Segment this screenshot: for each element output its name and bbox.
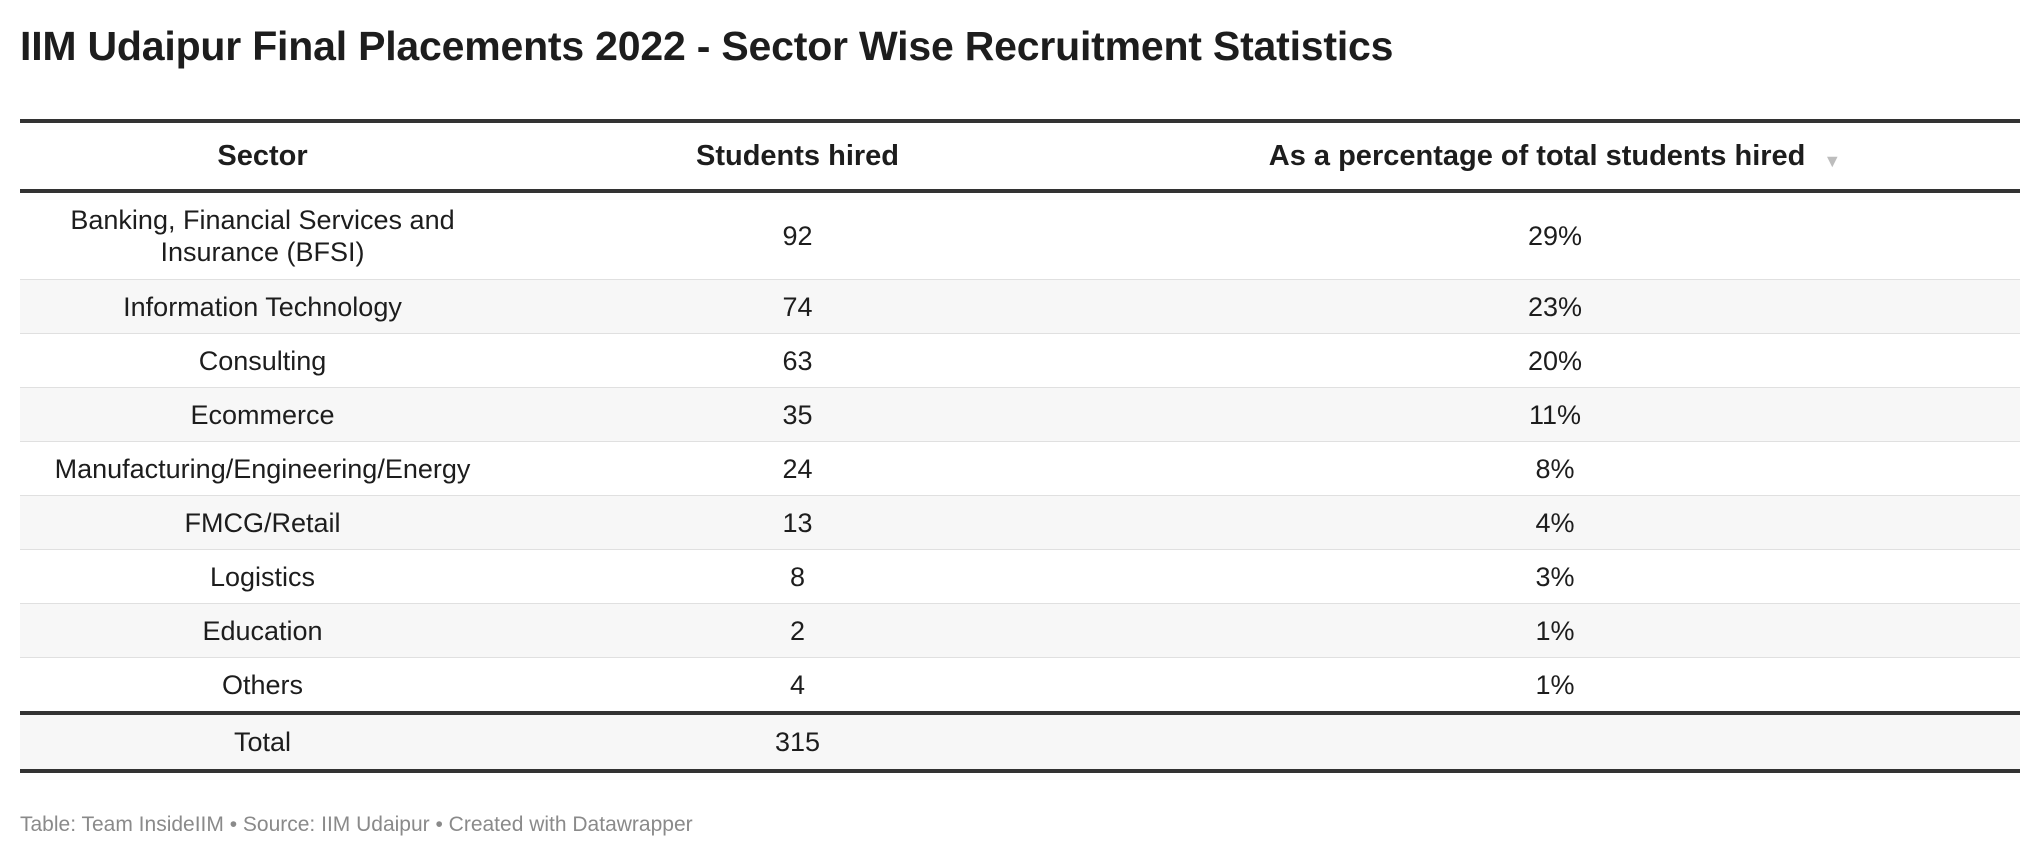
table-body: Banking, Financial Services and Insuranc… xyxy=(20,191,2020,713)
cell-students-hired: 24 xyxy=(505,441,1090,496)
cell-percentage: 1% xyxy=(1535,669,1575,700)
cell-sector: Others xyxy=(221,669,304,700)
triangle-down-icon[interactable]: ▼ xyxy=(1823,150,1842,171)
cell-percentage: 20% xyxy=(1090,333,2020,388)
total-row: Total 315 xyxy=(20,713,2020,771)
cell-students-hired: 2 xyxy=(505,603,1090,658)
column-header-percentage[interactable]: As a percentage of total students hired ▼ xyxy=(1268,139,1842,172)
source-footer: Table: Team InsideIIM • Source: IIM Udai… xyxy=(20,813,693,836)
cell-sector: Consulting xyxy=(20,333,505,388)
table-row: Education 2 1% xyxy=(20,603,2020,658)
cell-students-hired: 63 xyxy=(505,333,1090,388)
cell-students-hired: 4 xyxy=(789,669,806,700)
table-row: Information Technology 74 23% xyxy=(20,279,2020,334)
table-row: Logistics 8 3% xyxy=(20,549,2020,604)
cell-percentage: 23% xyxy=(1090,279,2020,334)
cell-students-hired: 74 xyxy=(505,279,1090,334)
cell-percentage: 4% xyxy=(1090,495,2020,550)
cell-sector: Information Technology xyxy=(20,279,505,334)
table-row: FMCG/Retail 13 4% xyxy=(20,495,2020,550)
chart-title: IIM Udaipur Final Placements 2022 - Sect… xyxy=(20,23,1394,69)
cell-percentage: 3% xyxy=(1090,549,2020,604)
table-row: Manufacturing/Engineering/Energy 24 8% xyxy=(20,441,2020,496)
cell-sector: Ecommerce xyxy=(20,387,505,442)
cell-sector: Banking, Financial Services and Insuranc… xyxy=(20,191,505,280)
table-row: Others 4 1% xyxy=(20,658,2020,714)
data-table: Sector Students hired As a percentage of… xyxy=(20,119,2020,773)
table-row: Banking, Financial Services and Insuranc… xyxy=(20,191,2020,280)
column-header-students-hired[interactable]: Students hired xyxy=(695,139,899,172)
cell-sector: Manufacturing/Engineering/Energy xyxy=(20,441,505,496)
cell-students-hired: 8 xyxy=(505,549,1090,604)
cell-percentage: 29% xyxy=(1090,191,2020,280)
header-row: Sector Students hired As a percentage of… xyxy=(20,121,2020,191)
cell-percentage: 8% xyxy=(1090,441,2020,496)
cell-students-hired: 13 xyxy=(505,495,1090,550)
total-students-hired: 315 xyxy=(505,713,1090,771)
total-label: Total xyxy=(20,713,505,771)
table-row: Ecommerce 35 11% xyxy=(20,387,2020,442)
table-row: Consulting 63 20% xyxy=(20,333,2020,388)
cell-sector: FMCG/Retail xyxy=(20,495,505,550)
cell-students-hired: 35 xyxy=(505,387,1090,442)
cell-sector: Logistics xyxy=(20,549,505,604)
cell-sector: Education xyxy=(20,603,505,658)
cell-percentage: 1% xyxy=(1090,603,2020,658)
total-percentage xyxy=(1090,713,2020,771)
cell-percentage: 11% xyxy=(1090,387,2020,442)
cell-students-hired: 92 xyxy=(505,191,1090,280)
column-header-sector[interactable]: Sector xyxy=(217,139,308,172)
